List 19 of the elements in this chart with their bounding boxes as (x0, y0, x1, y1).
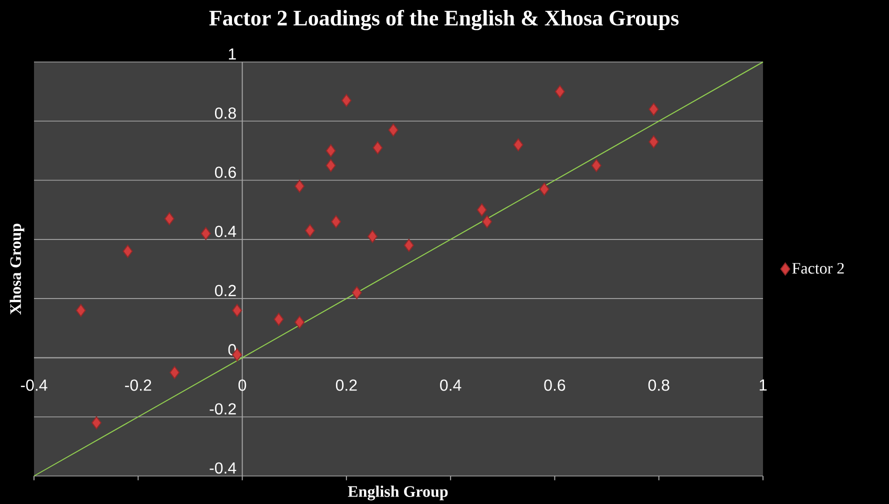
y-tick-label: 0.4 (215, 226, 236, 238)
y-tick-label: -0.2 (210, 403, 236, 415)
legend-label: Factor 2 (792, 262, 844, 274)
x-tick-label: 0 (238, 380, 246, 391)
y-axis-title: Xhosa Group (10, 224, 24, 315)
y-tick-label: 0.6 (215, 166, 236, 178)
x-tick-label: 0.6 (544, 380, 566, 391)
x-tick-label: 0.2 (336, 380, 357, 391)
y-tick-label: 0.8 (215, 107, 236, 119)
x-tick-label: 1 (760, 380, 767, 391)
chart-title: Factor 2 Loadings of the English & Xhosa Groups (209, 10, 679, 30)
x-axis-title: English Group (348, 486, 448, 500)
y-tick-label: 0.2 (215, 284, 236, 296)
x-tick-label: -0.2 (125, 380, 152, 391)
x-tick-label: -0.4 (20, 380, 48, 391)
x-tick-label: 0.4 (440, 380, 462, 391)
y-tick-label: -0.4 (210, 462, 236, 474)
y-tick-label: 1 (228, 48, 236, 60)
x-tick-label: 0.8 (648, 380, 670, 391)
